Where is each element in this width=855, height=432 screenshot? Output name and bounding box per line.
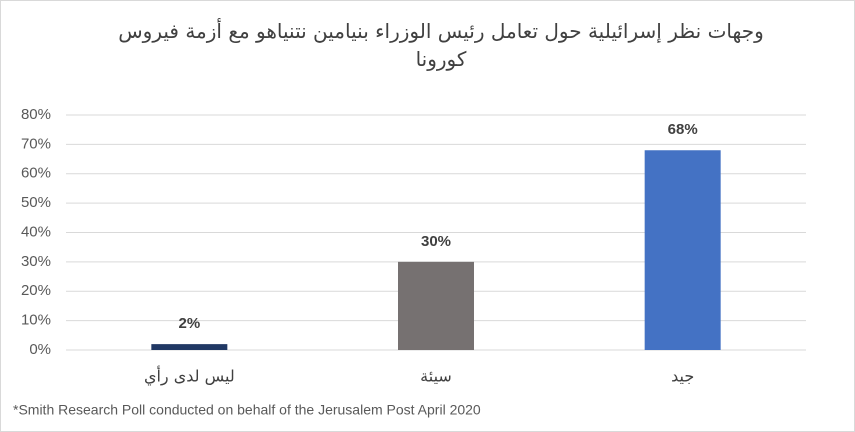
y-tick-label: 60% [21,165,51,182]
y-tick-label: 40% [21,223,51,240]
x-tick-label: جيد [671,367,694,386]
y-tick-label: 80% [21,106,51,123]
x-tick-label: سيئة [420,367,452,386]
y-tick-label: 20% [21,282,51,299]
y-tick-label: 10% [21,312,51,329]
y-tick-label: 50% [21,194,51,211]
bar [151,344,228,350]
y-tick-label: 30% [21,253,51,270]
value-label: 30% [421,233,451,250]
y-tick-label: 70% [21,135,51,152]
chart-title: وجهات نظر إسرائيلية حول تعامل رئيس الوزر… [118,19,764,71]
bar [398,261,474,350]
value-label: 68% [668,121,698,138]
value-label: 2% [178,315,200,332]
footnote: *Smith Research Poll conducted on behalf… [13,402,481,418]
bar [644,150,721,350]
x-tick-label: ليس لدى رأي [144,366,235,387]
y-tick-label: 0% [29,341,51,358]
